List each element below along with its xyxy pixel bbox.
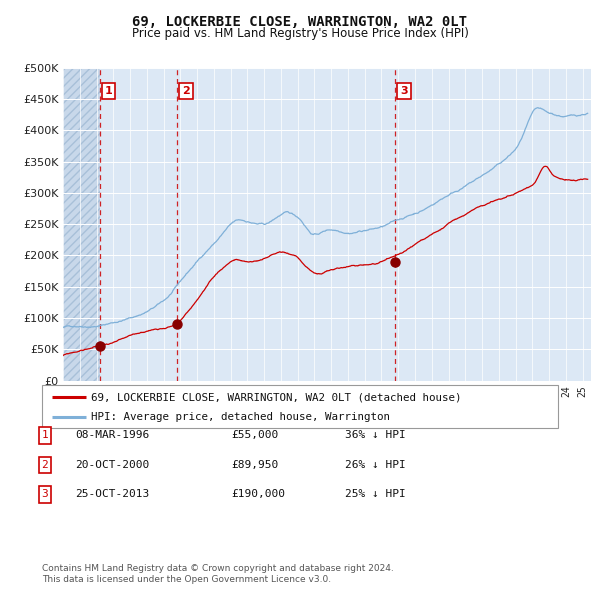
Text: Price paid vs. HM Land Registry's House Price Index (HPI): Price paid vs. HM Land Registry's House … xyxy=(131,27,469,40)
Text: HPI: Average price, detached house, Warrington: HPI: Average price, detached house, Warr… xyxy=(91,412,390,422)
Text: Contains HM Land Registry data © Crown copyright and database right 2024.: Contains HM Land Registry data © Crown c… xyxy=(42,565,394,573)
Text: £55,000: £55,000 xyxy=(231,431,278,440)
Bar xyxy=(63,68,100,381)
Text: This data is licensed under the Open Government Licence v3.0.: This data is licensed under the Open Gov… xyxy=(42,575,331,584)
FancyBboxPatch shape xyxy=(42,385,558,428)
Text: 25% ↓ HPI: 25% ↓ HPI xyxy=(345,490,406,499)
Text: 2: 2 xyxy=(41,460,49,470)
Text: 69, LOCKERBIE CLOSE, WARRINGTON, WA2 0LT: 69, LOCKERBIE CLOSE, WARRINGTON, WA2 0LT xyxy=(133,15,467,30)
Text: 1: 1 xyxy=(41,431,49,440)
Text: £190,000: £190,000 xyxy=(231,490,285,499)
Bar xyxy=(63,68,100,381)
Text: 26% ↓ HPI: 26% ↓ HPI xyxy=(345,460,406,470)
Text: 2: 2 xyxy=(182,86,190,96)
Text: £89,950: £89,950 xyxy=(231,460,278,470)
Text: 20-OCT-2000: 20-OCT-2000 xyxy=(75,460,149,470)
Text: 69, LOCKERBIE CLOSE, WARRINGTON, WA2 0LT (detached house): 69, LOCKERBIE CLOSE, WARRINGTON, WA2 0LT… xyxy=(91,392,461,402)
Text: 08-MAR-1996: 08-MAR-1996 xyxy=(75,431,149,440)
Text: 25-OCT-2013: 25-OCT-2013 xyxy=(75,490,149,499)
Text: 3: 3 xyxy=(400,86,408,96)
Text: 1: 1 xyxy=(105,86,112,96)
Text: 3: 3 xyxy=(41,490,49,499)
Text: 36% ↓ HPI: 36% ↓ HPI xyxy=(345,431,406,440)
